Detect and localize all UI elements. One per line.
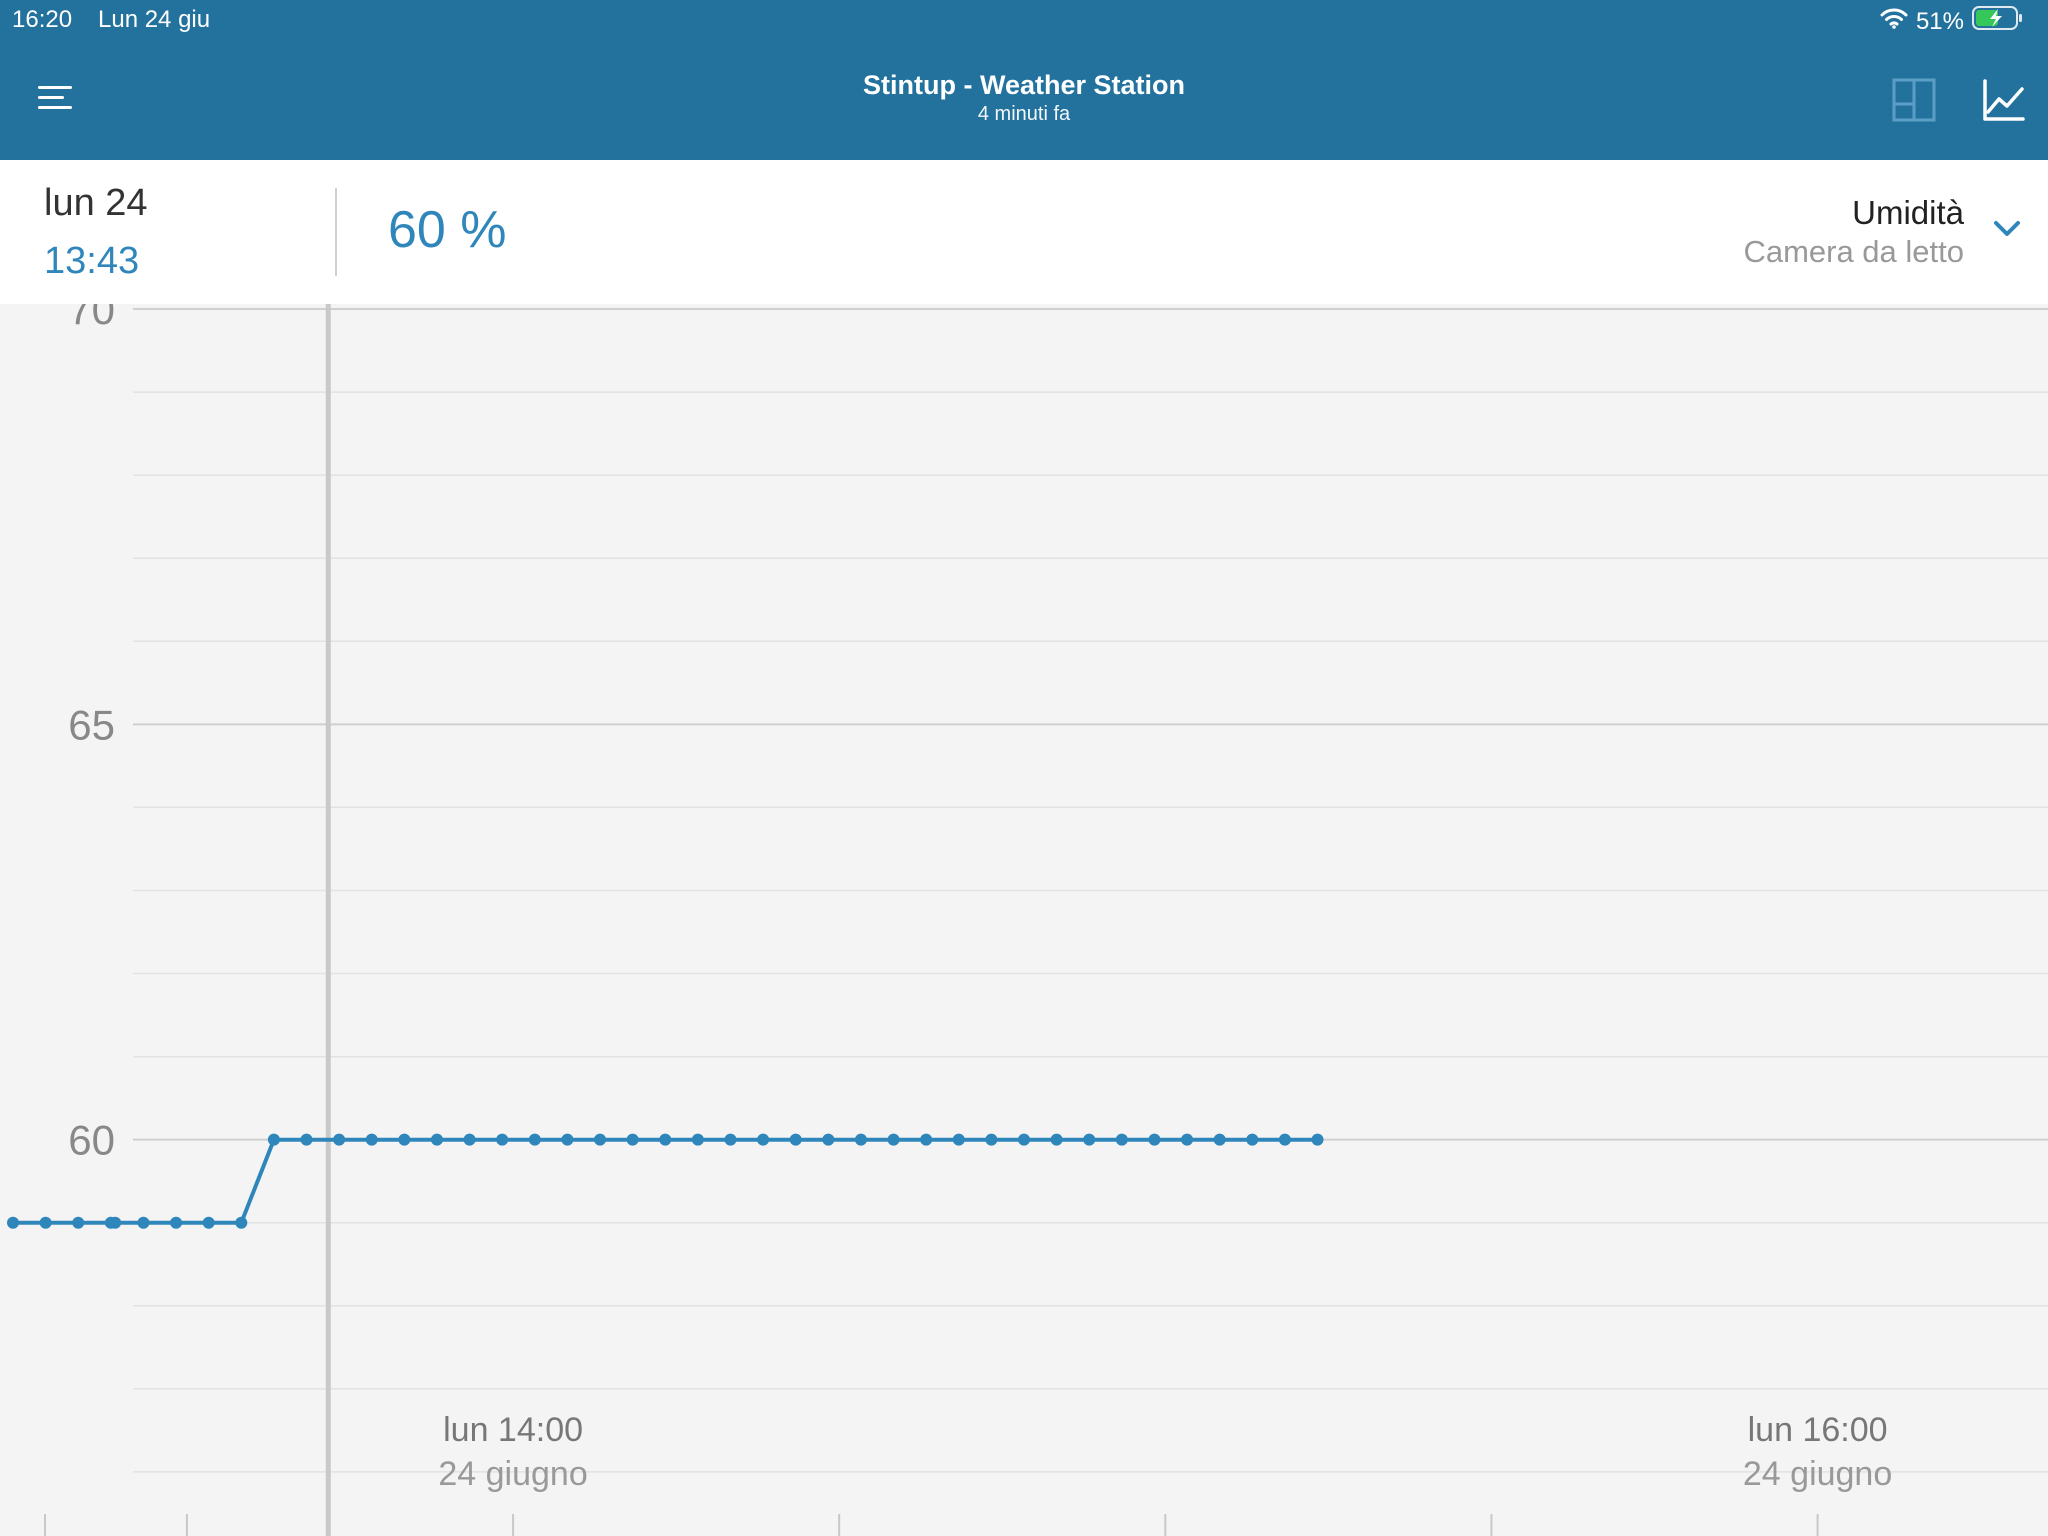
data-point — [7, 1216, 19, 1229]
selected-day: lun 24 — [44, 182, 148, 224]
data-point — [1148, 1133, 1161, 1146]
y-tick-label: 70 — [68, 304, 115, 333]
x-tick-sublabel: 24 giugno — [438, 1455, 587, 1493]
menu-button[interactable] — [38, 86, 74, 116]
data-point — [430, 1133, 443, 1146]
battery-percentage: 51% — [1915, 7, 1964, 35]
data-point — [496, 1133, 509, 1146]
line-chart-icon — [1983, 79, 2025, 121]
plot-background — [0, 304, 2048, 1536]
data-point — [952, 1133, 965, 1146]
chart-svg: 55 60 65 70 lun 14:00 24 giugno lun 16:00 24 gi… — [0, 304, 2048, 1536]
data-point — [333, 1133, 346, 1146]
data-point — [202, 1216, 215, 1229]
selected-time: 13:43 — [44, 240, 140, 282]
data-point — [1115, 1133, 1128, 1146]
data-point — [1278, 1133, 1291, 1146]
data-point — [1181, 1133, 1194, 1146]
data-point — [561, 1133, 574, 1146]
chart-view-button[interactable] — [1982, 78, 2026, 122]
data-point — [1213, 1133, 1226, 1146]
metric-name: Umidità — [1852, 194, 1964, 231]
status-indicators: 51% — [1880, 5, 2024, 38]
data-point — [72, 1216, 85, 1229]
x-tick-label: lun 14:00 — [443, 1411, 583, 1449]
data-point — [985, 1133, 998, 1146]
data-point — [1050, 1133, 1063, 1146]
data-point — [137, 1216, 150, 1229]
data-point — [398, 1133, 411, 1146]
humidity-chart[interactable]: 55 60 65 70 lun 14:00 24 giugno lun 16:00 24 gi… — [0, 304, 2048, 1536]
status-time: 16:20 — [12, 6, 73, 33]
data-point — [170, 1216, 183, 1229]
data-point — [757, 1133, 770, 1146]
data-point — [594, 1133, 607, 1146]
data-point — [39, 1216, 52, 1229]
data-point — [463, 1133, 476, 1146]
app-header: 16:20 Lun 24 giu 51% Stintup - Weather — [0, 0, 2048, 160]
layout-icon — [1892, 78, 1936, 122]
selected-value: 60 % — [388, 201, 507, 259]
data-point — [365, 1133, 378, 1146]
data-point — [267, 1133, 280, 1146]
y-tick-label: 60 — [68, 1117, 115, 1164]
data-point — [854, 1133, 867, 1146]
x-tick-label: lun 16:00 — [1748, 1411, 1888, 1449]
data-point — [1246, 1133, 1259, 1146]
room-name: Camera da letto — [1743, 234, 1964, 269]
data-point — [1311, 1133, 1324, 1146]
chevron-down-icon — [1994, 221, 2020, 236]
data-point — [300, 1133, 313, 1146]
status-date: Lun 24 giu — [98, 6, 211, 33]
last-update-text: 4 minuti fa — [977, 103, 1071, 125]
x-tick-sublabel: 24 giugno — [1743, 1455, 1892, 1493]
dashboard-layout-button[interactable] — [1892, 78, 1936, 122]
data-point — [109, 1216, 122, 1229]
data-point — [659, 1133, 672, 1146]
data-point — [235, 1216, 248, 1229]
battery-icon — [1972, 5, 2024, 38]
selected-point-bar: lun 24 13:43 60 % Umidità Camera da lett… — [0, 160, 2048, 304]
data-point — [920, 1133, 933, 1146]
data-point — [724, 1133, 737, 1146]
data-point — [789, 1133, 802, 1146]
app-title: Stintup - Weather Station — [863, 70, 1185, 100]
data-point — [528, 1133, 541, 1146]
y-tick-label: 65 — [68, 701, 115, 748]
data-point — [626, 1133, 639, 1146]
y-tick-label: 55 — [68, 1532, 115, 1536]
header-title-group: Stintup - Weather Station 4 minuti fa — [0, 68, 2048, 126]
data-point — [691, 1133, 704, 1146]
wifi-icon — [1880, 7, 1908, 36]
data-point — [1018, 1133, 1030, 1146]
data-point — [1083, 1133, 1096, 1146]
data-point — [822, 1133, 835, 1146]
divider — [335, 188, 337, 276]
metric-dropdown[interactable]: Umidità Camera da letto — [1662, 192, 2022, 272]
data-point — [887, 1133, 900, 1146]
